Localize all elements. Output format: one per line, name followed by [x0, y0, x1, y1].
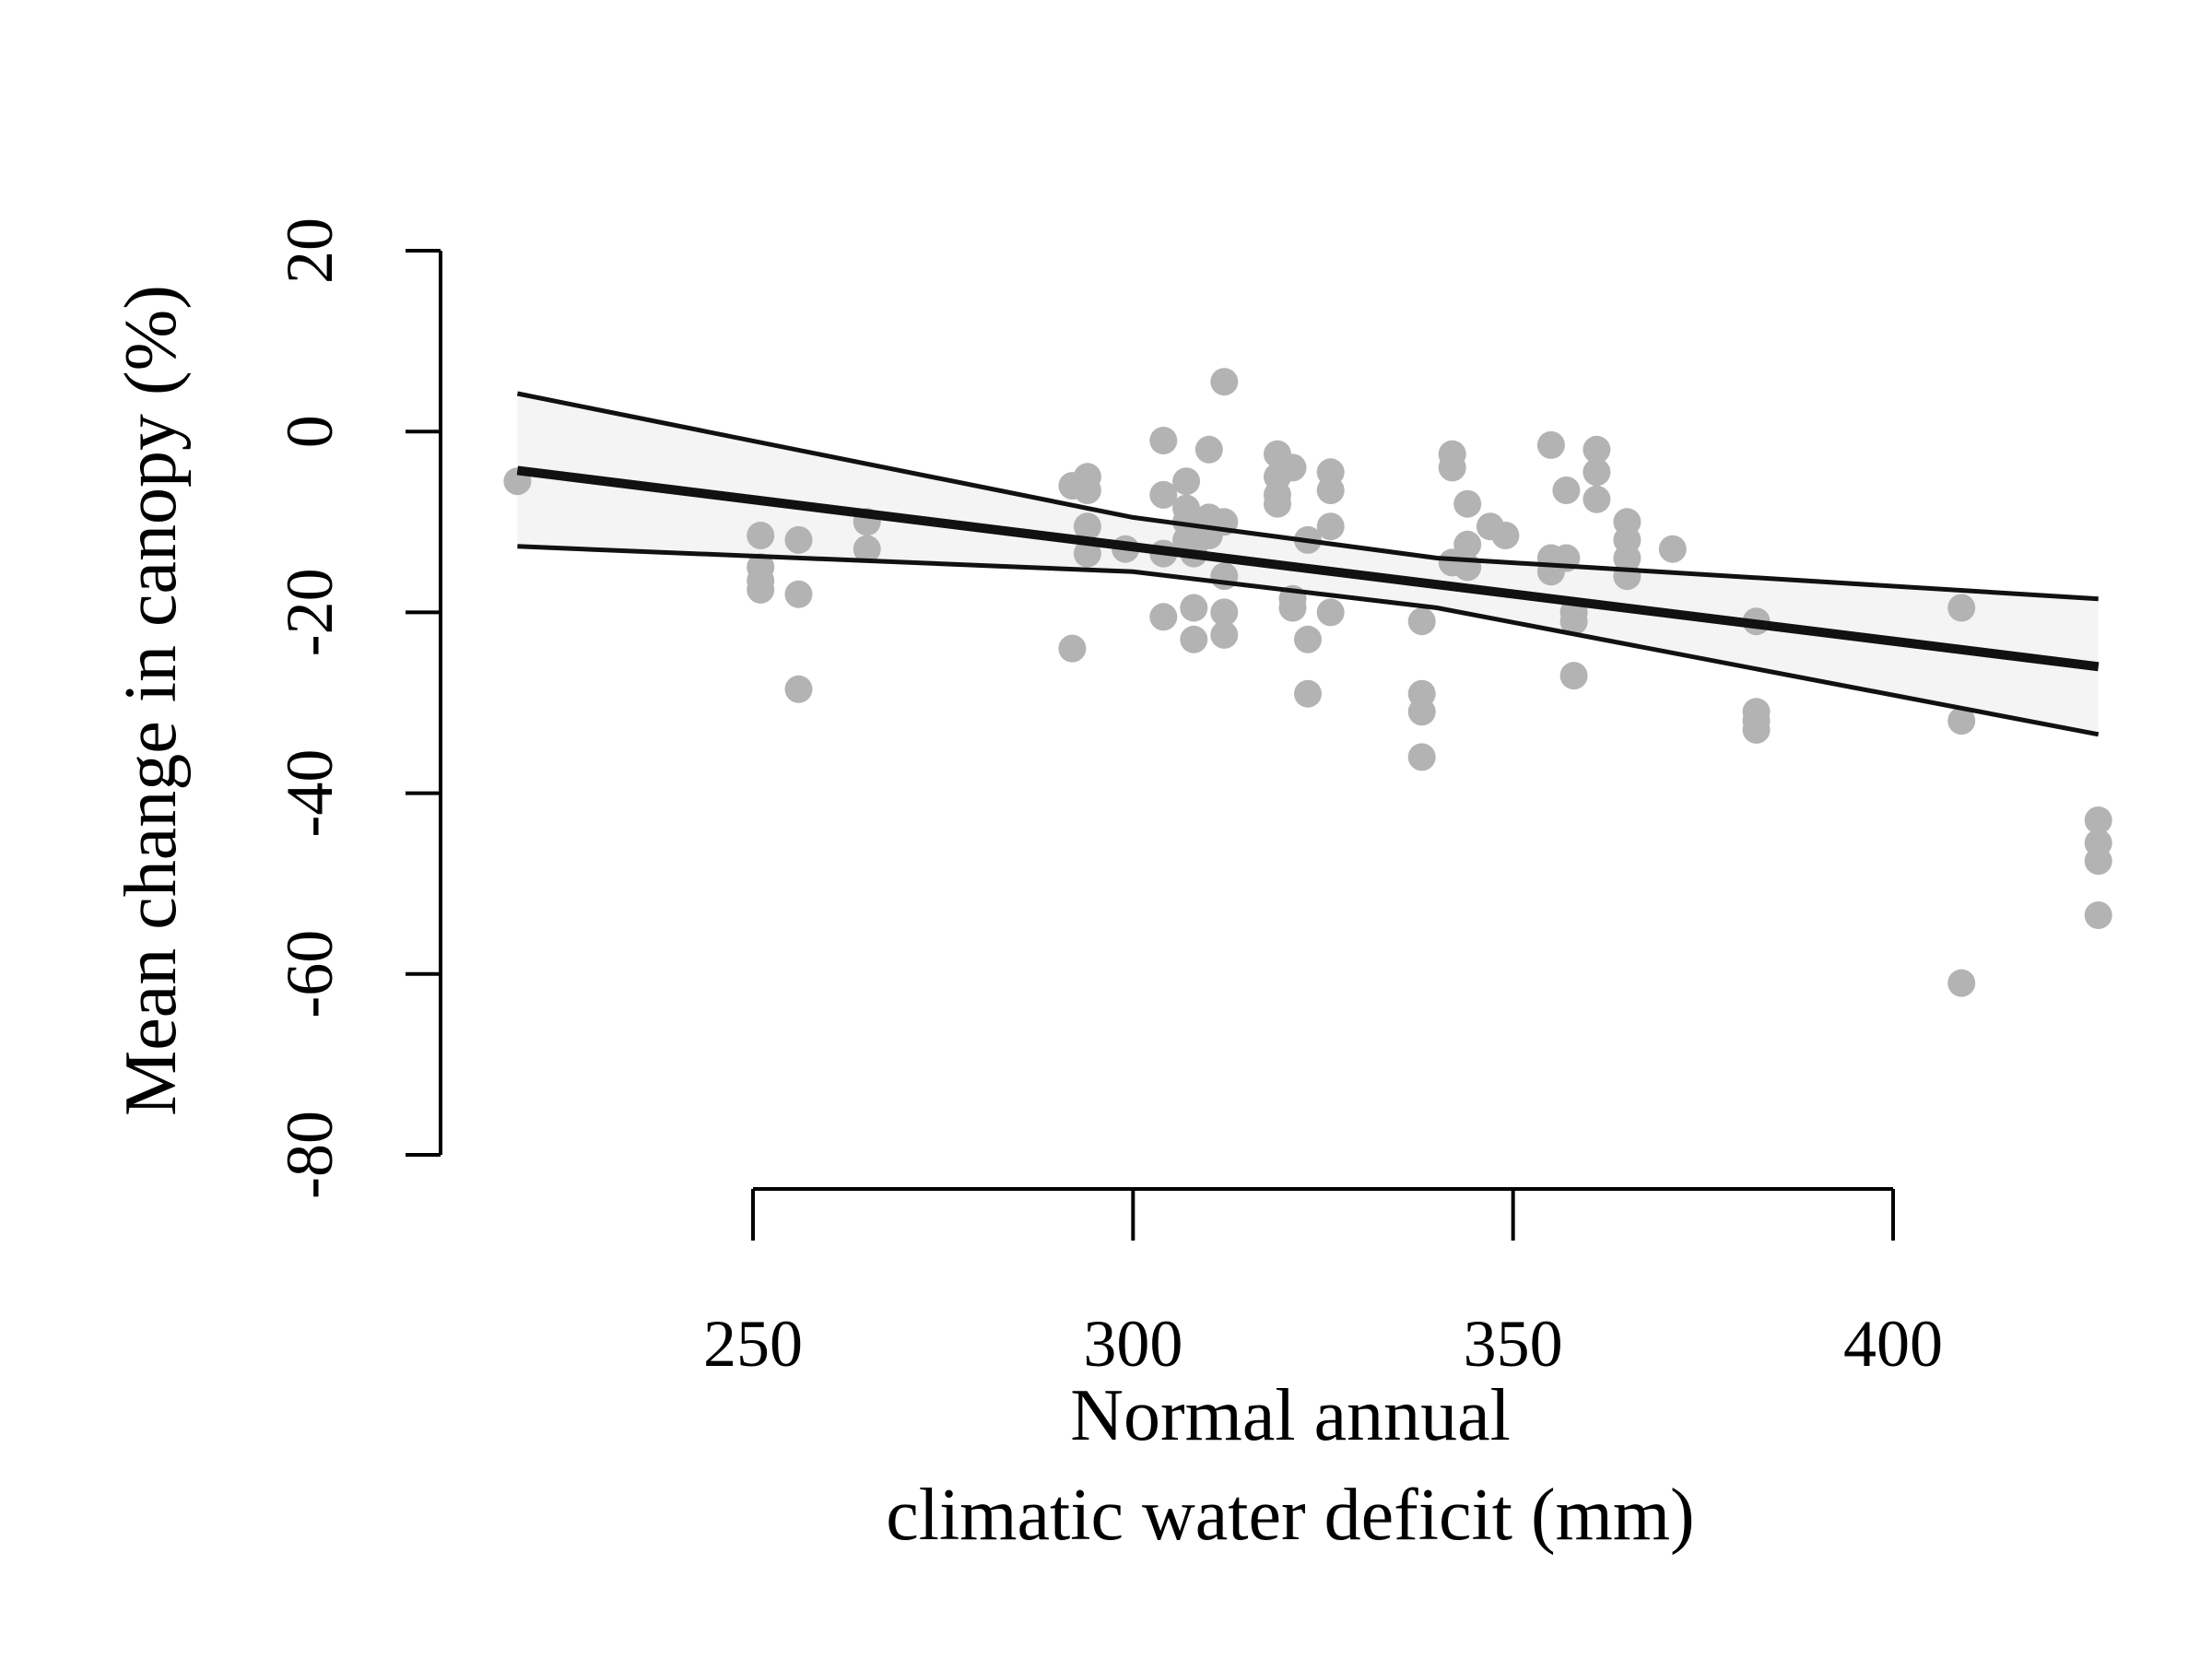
y-tick-label--40: -40 [273, 749, 347, 838]
y-tick-label--80: -80 [273, 1111, 347, 1199]
data-point-62 [1536, 430, 1565, 459]
data-point-48 [1316, 512, 1345, 541]
x-tick-label-250: 250 [703, 1307, 803, 1381]
data-point-6 [784, 580, 813, 608]
data-point-18 [1149, 480, 1178, 509]
data-point-21 [1172, 467, 1201, 496]
data-point-42 [1278, 594, 1307, 622]
data-point-5 [784, 525, 813, 554]
data-point-85 [2084, 806, 2112, 834]
data-point-7 [784, 675, 813, 703]
data-point-34 [1210, 598, 1239, 627]
data-point-65 [1552, 477, 1581, 504]
data-point-76 [1613, 562, 1641, 591]
data-points [503, 368, 2112, 997]
ci-lower-line [517, 544, 2100, 737]
regression-line [516, 465, 2100, 672]
data-point-45 [1294, 679, 1322, 708]
data-point-50 [1407, 607, 1436, 636]
data-point-27 [1180, 625, 1208, 653]
data-point-9 [853, 535, 881, 563]
data-point-87 [2084, 847, 2112, 876]
y-tick-label-0: 0 [273, 415, 347, 448]
data-point-61 [1491, 522, 1520, 549]
data-point-53 [1407, 743, 1436, 771]
data-point-70 [1583, 435, 1611, 464]
y-tick-label--60: -60 [273, 930, 347, 1018]
data-point-28 [1194, 435, 1223, 464]
data-point-88 [2084, 901, 2112, 929]
data-point-55 [1438, 453, 1466, 482]
data-point-44 [1294, 625, 1322, 653]
x-tick-label-400: 400 [1843, 1307, 1943, 1381]
data-point-40 [1278, 453, 1307, 482]
x-tick-label-350: 350 [1464, 1307, 1563, 1381]
y-tick-label-20: 20 [273, 218, 347, 284]
data-point-4 [747, 575, 775, 604]
data-point-81 [1742, 715, 1771, 744]
data-point-69 [1559, 662, 1588, 690]
data-point-39 [1264, 489, 1291, 518]
data-point-20 [1149, 603, 1178, 631]
ci-upper-line [516, 391, 2099, 602]
data-point-14 [1073, 512, 1101, 541]
data-point-57 [1453, 489, 1482, 518]
data-point-84 [1947, 969, 1976, 997]
data-point-52 [1407, 698, 1436, 726]
x-axis-title-line-2: climatic water deficit (mm) [886, 1475, 1694, 1556]
data-point-83 [1947, 707, 1976, 735]
data-point-71 [1583, 458, 1611, 487]
x-tick-label-300: 300 [1083, 1307, 1182, 1381]
data-point-13 [1073, 477, 1101, 504]
y-axis-title: Mean change in canopy (%) [111, 285, 192, 1116]
data-point-47 [1316, 477, 1345, 504]
data-point-58 [1453, 530, 1482, 559]
x-axis: 250 300 350 400 [703, 1187, 1943, 1381]
data-point-17 [1149, 427, 1178, 454]
y-tick-label--20: -20 [273, 568, 347, 656]
y-axis: -80 -60 -40 -20 0 20 [273, 218, 442, 1199]
data-point-26 [1180, 594, 1208, 622]
data-point-35 [1210, 620, 1239, 649]
data-point-31 [1210, 368, 1239, 396]
data-point-1 [747, 522, 775, 549]
data-point-49 [1316, 598, 1345, 627]
data-point-10 [1058, 634, 1087, 663]
x-axis-title-line-1: Normal annual [1070, 1375, 1511, 1456]
data-point-82 [1947, 594, 1976, 622]
data-point-68 [1559, 607, 1588, 636]
data-point-77 [1658, 535, 1687, 563]
data-point-72 [1583, 485, 1611, 513]
